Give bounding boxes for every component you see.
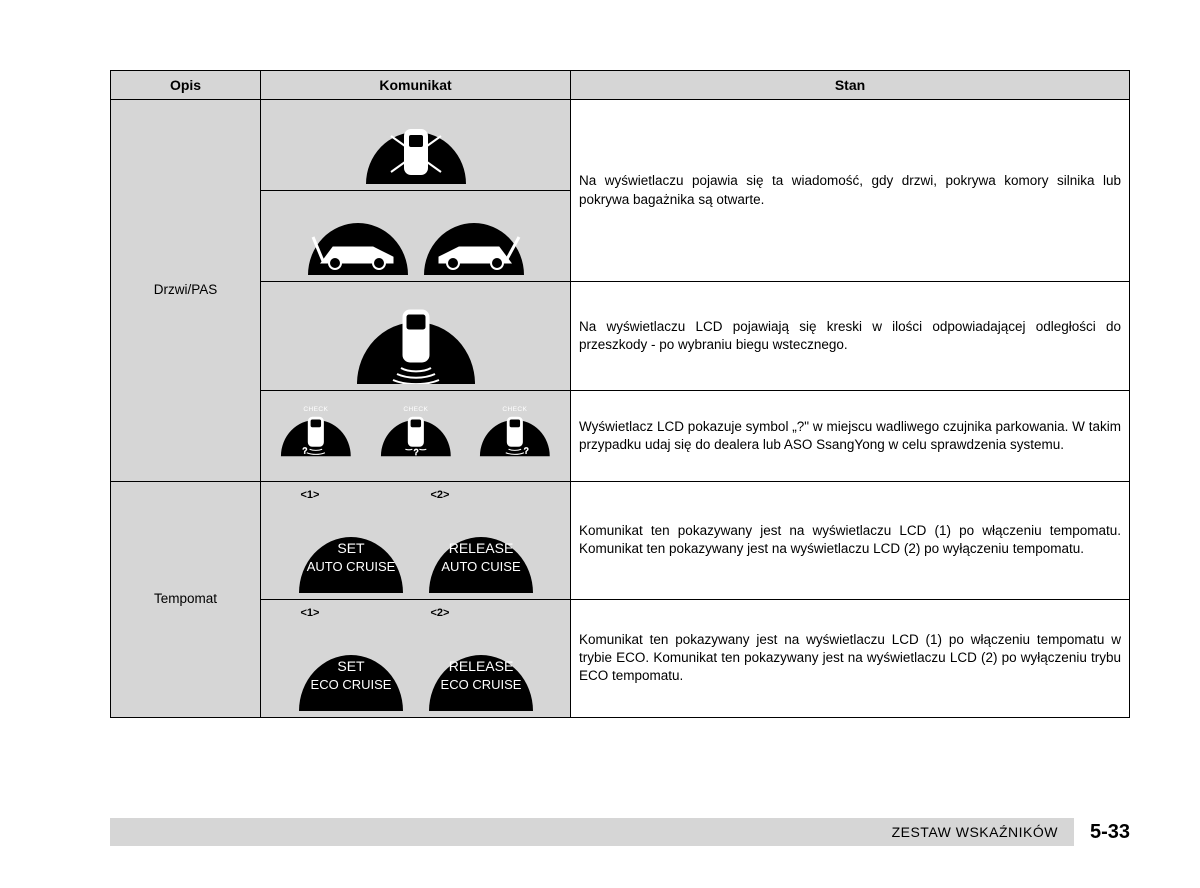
cell-auto-cruise-desc: Komunikat ten pokazywany jest na wyświet… [571,482,1130,600]
cell-check-desc: Wyświetlacz LCD pokazuje symbol „?" w mi… [571,391,1130,482]
svg-text:RELEASE: RELEASE [448,540,513,556]
release-eco-cruise-icon: RELEASE ECO CRUISE [425,619,537,711]
parking-sensor-icon [351,288,481,384]
svg-text:SET: SET [337,658,365,674]
check-label: CHECK [477,405,554,414]
svg-text:?: ? [303,445,308,455]
page-body: Opis Komunikat Stan Drzwi/PAS [0,0,1200,718]
svg-text:AUTO CRUISE: AUTO CRUISE [306,559,395,574]
cell-parking-desc: Na wyświetlaczu LCD pojawiają się kreski… [571,282,1130,391]
footer-page-number: 5-33 [1074,821,1130,844]
cell-check-sensor-icons: ? CHECK [261,391,571,482]
car-trunk-open-icon [419,197,529,275]
col-opis: Opis [111,71,261,100]
cell-auto-cruise: <1> SET AUTO CRUISE <2> RELEASE [261,482,571,600]
cell-doors-top-icon [261,100,571,191]
cell-hood-trunk-icons [261,191,571,282]
svg-text:SET: SET [337,540,365,556]
cell-parking-sensor-icon [261,282,571,391]
set-eco-cruise-icon: SET ECO CRUISE [295,619,407,711]
svg-text:?: ? [524,445,529,455]
row-drzwi-opis: Drzwi/PAS [111,100,261,482]
page-footer: ZESTAW WSKAŹNIKÓW 5-33 [110,818,1130,846]
col-stan: Stan [571,71,1130,100]
footer-section-title: ZESTAW WSKAŹNIKÓW [110,818,1074,846]
release-auto-cruise-icon: RELEASE AUTO CUISE [425,501,537,593]
cell-doors-open-desc: Na wyświetlaczu pojawia się ta wiadomość… [571,100,1130,282]
svg-text:RELEASE: RELEASE [448,658,513,674]
cell-eco-cruise: <1> SET ECO CRUISE <2> RELEASE [261,599,571,717]
check-sensor-mid-icon: ? CHECK [377,397,454,461]
car-hood-open-icon [303,197,413,275]
svg-text:AUTO CUISE: AUTO CUISE [441,559,521,574]
row-tempomat-opis: Tempomat [111,482,261,718]
check-label: CHECK [377,405,454,414]
check-label: CHECK [277,405,354,414]
check-sensor-right-icon: ? CHECK [477,397,554,461]
svg-text:ECO CRUISE: ECO CRUISE [310,677,391,692]
check-sensor-left-icon: ? CHECK [277,397,354,461]
col-komunikat: Komunikat [261,71,571,100]
svg-text:ECO CRUISE: ECO CRUISE [440,677,521,692]
car-doors-open-icon [361,106,471,184]
svg-text:?: ? [413,447,418,457]
cell-eco-cruise-desc: Komunikat ten pokazywany jest na wyświet… [571,599,1130,717]
set-auto-cruise-icon: SET AUTO CRUISE [295,501,407,593]
indicator-table: Opis Komunikat Stan Drzwi/PAS [110,70,1130,718]
